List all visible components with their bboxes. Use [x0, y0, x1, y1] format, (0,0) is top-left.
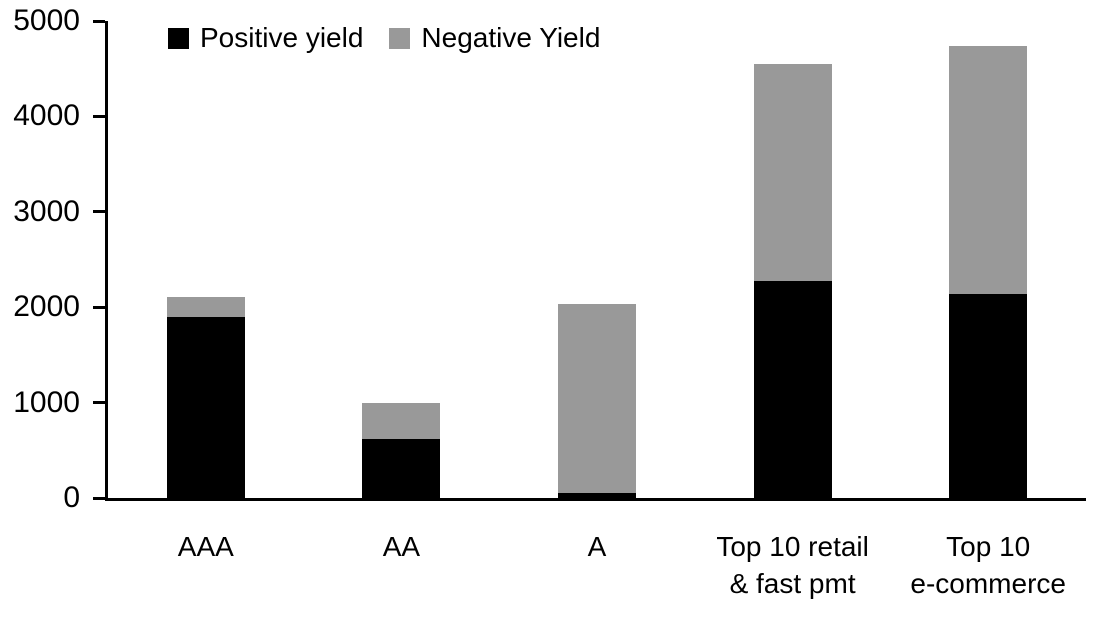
bar-segment-negative-yield-a — [558, 304, 636, 494]
x-tick-label-aaa: AAA — [177, 531, 234, 562]
bar-segment-positive-yield-top-10-retail-fast-pmt — [753, 280, 832, 498]
y-tick-label-4000: 4000 — [13, 99, 80, 133]
y-tick-1000 — [93, 401, 105, 405]
y-tick-3000 — [93, 210, 105, 214]
bar-top-10-e-commerce — [949, 45, 1028, 498]
y-tick-label-0: 0 — [63, 481, 80, 514]
legend-item-positive-yield: Positive yield — [168, 24, 363, 52]
bar-segment-positive-yield-top-10-e-commerce — [949, 293, 1028, 498]
negative-yield-swatch-icon — [389, 27, 411, 49]
x-tick-label-top-10-retail-fast-pmt: Top 10 retail & fast pmt — [716, 531, 869, 599]
y-tick-label-2000: 2000 — [13, 290, 80, 324]
y-tick-2000 — [93, 305, 105, 309]
x-tick-label-a: A — [587, 531, 607, 562]
bar-segment-negative-yield-top-10-retail-fast-pmt — [753, 63, 832, 281]
bar-segment-negative-yield-aaa — [166, 296, 245, 317]
y-tick-label-3000: 3000 — [13, 194, 80, 228]
bar-aaa — [166, 296, 245, 498]
y-tick-label-1000: 1000 — [13, 385, 80, 419]
legend-label-negative-yield: Negative Yield — [421, 22, 601, 53]
bar-segment-positive-yield-a — [558, 493, 636, 498]
bar-segment-negative-yield-top-10-e-commerce — [949, 45, 1028, 294]
x-tick-label-top-10-e-commerce: Top 10 e-commerce — [910, 531, 1066, 599]
positive-yield-swatch-icon — [168, 27, 189, 49]
y-tick-0 — [93, 496, 105, 500]
bar-top-10-retail-fast-pmt — [753, 63, 832, 498]
y-tick-5000 — [93, 19, 105, 23]
plot-area — [93, 19, 1086, 501]
bar-segment-positive-yield-aaa — [166, 316, 245, 498]
bar-segment-positive-yield-aa — [362, 438, 441, 498]
bar-segment-negative-yield-aa — [362, 402, 441, 439]
x-axis-labels: AAA AA A Top 10 retail & fast pmt Top 10 e-com… — [0, 528, 1102, 618]
y-axis-labels: 0 1000 2000 3000 4000 5000 — [0, 6, 84, 513]
legend: Positive yield Negative Yield — [168, 24, 600, 52]
y-tick-label-5000: 5000 — [13, 4, 80, 37]
x-tick-label-aa: AA — [382, 531, 421, 562]
bar-aa — [362, 402, 441, 498]
bar-a — [558, 304, 636, 498]
y-tick-4000 — [93, 114, 105, 118]
legend-label-positive-yield: Positive yield — [200, 22, 364, 53]
legend-item-negative-yield: Negative Yield — [389, 24, 600, 52]
